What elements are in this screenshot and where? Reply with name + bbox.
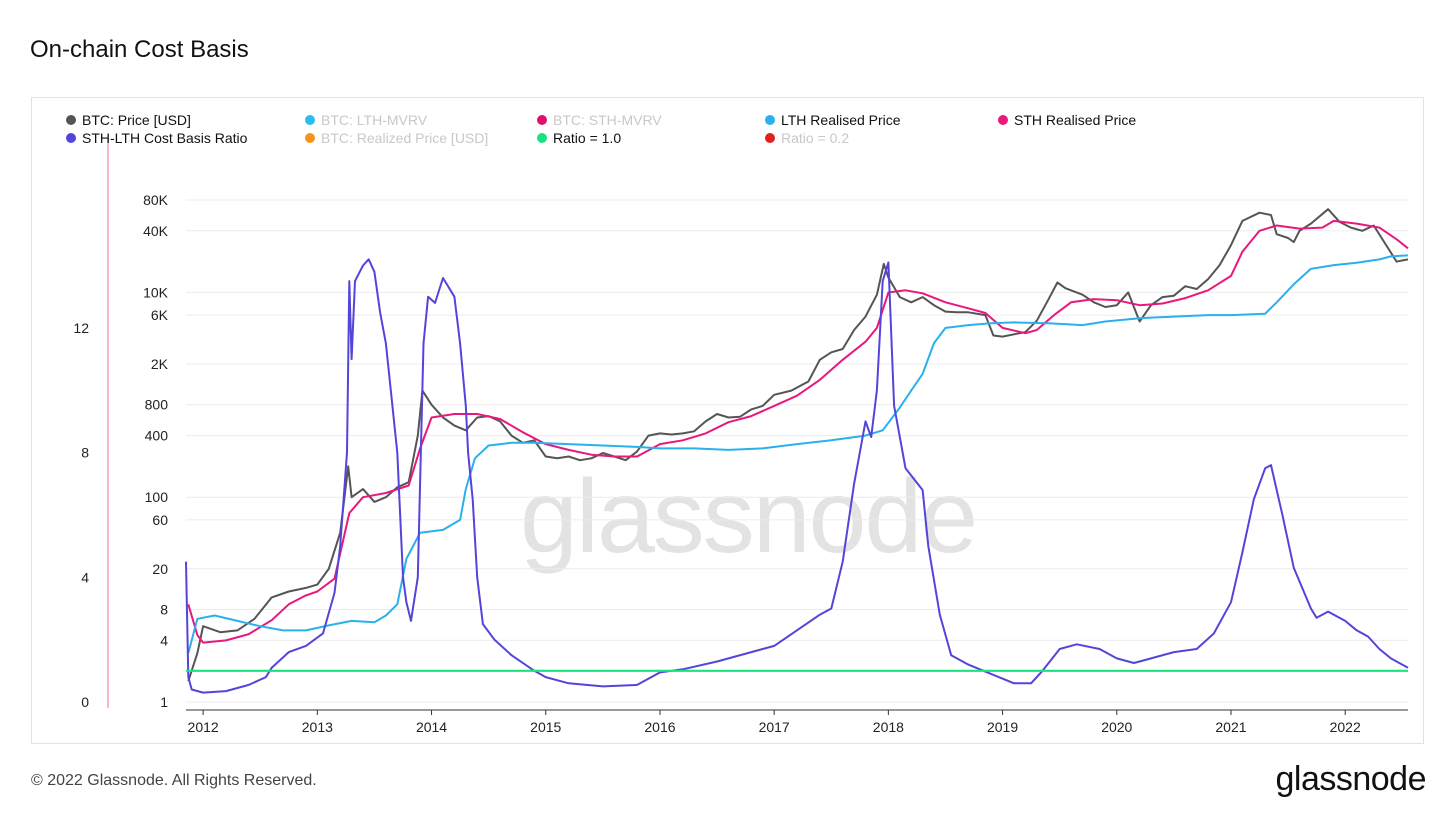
chart-svg: 1 4 8 20 60 100 400 800 2K 6K 10K 40K 80K 0 4 8 12 2012 20…	[66, 112, 1409, 735]
legend-item: BTC: Realized Price [USD]	[321, 130, 488, 146]
legend-marker	[66, 115, 76, 125]
legend-marker	[66, 133, 76, 143]
y-right-tick-label: 20	[152, 561, 168, 577]
x-tick-label: 2015	[530, 719, 561, 735]
y-right-tick-label: 4	[160, 632, 168, 648]
copyright-text: © 2022 Glassnode. All Rights Reserved.	[31, 772, 317, 789]
x-tick-label: 2016	[644, 719, 675, 735]
legend-marker	[765, 133, 775, 143]
y-left-tick-label: 8	[81, 445, 89, 461]
y-right-tick-label: 800	[145, 397, 169, 413]
y-right-tick-label: 80K	[143, 192, 169, 208]
x-tick-label: 2019	[987, 719, 1018, 735]
legend-item: BTC: LTH-MVRV	[321, 112, 428, 128]
brand-logo: glassnode	[1275, 760, 1426, 798]
x-tick-label: 2022	[1330, 719, 1361, 735]
legend-item: Ratio = 0.2	[781, 130, 849, 146]
y-left-tick-label: 0	[81, 694, 89, 710]
y-left-tick-label: 12	[73, 320, 89, 336]
x-tick-label: 2014	[416, 719, 447, 735]
y-right-tick-label: 60	[152, 512, 168, 528]
chart-title: On-chain Cost Basis	[30, 36, 249, 63]
y-right-tick-label: 100	[145, 489, 169, 505]
series-line-lth-realised-price	[187, 254, 1409, 654]
series-line-btc-price-usd	[187, 208, 1409, 682]
legend-item: STH-LTH Cost Basis Ratio	[82, 130, 248, 146]
legend-marker	[998, 115, 1008, 125]
legend-marker	[537, 115, 547, 125]
x-tick-label: 2021	[1215, 719, 1246, 735]
x-tick-label: 2013	[302, 719, 333, 735]
legend-marker	[765, 115, 775, 125]
y-right-tick-label: 8	[160, 602, 168, 618]
y-right-tick-label: 10K	[143, 284, 169, 300]
legend-item: BTC: STH-MVRV	[553, 112, 662, 128]
x-tick-label: 2020	[1101, 719, 1132, 735]
y-left-tick-label: 4	[81, 569, 89, 585]
x-tick-label: 2012	[188, 719, 219, 735]
legend-item: BTC: Price [USD]	[82, 112, 191, 128]
legend-item: Ratio = 1.0	[553, 130, 621, 146]
y-right-tick-label: 40K	[143, 223, 169, 239]
series-line-sth-lth-cost-basis-ratio	[185, 258, 1409, 694]
legend-item: LTH Realised Price	[781, 112, 901, 128]
y-right-tick-label: 1	[160, 694, 168, 710]
y-right-tick-label: 2K	[151, 356, 169, 372]
legend-marker	[305, 115, 315, 125]
x-tick-label: 2018	[873, 719, 904, 735]
y-right-tick-label: 400	[145, 428, 169, 444]
watermark: glassnode	[520, 459, 978, 575]
legend-item: STH Realised Price	[1014, 112, 1136, 128]
series-line-sth-realised-price	[187, 219, 1409, 644]
legend-marker	[537, 133, 547, 143]
y-right-tick-label: 6K	[151, 307, 169, 323]
chart-panel: glassnode 1 4 8 20 60 100 400 800 2K 6K 10K 40K 80K 0…	[31, 97, 1424, 744]
x-tick-label: 2017	[759, 719, 790, 735]
legend-marker	[305, 133, 315, 143]
